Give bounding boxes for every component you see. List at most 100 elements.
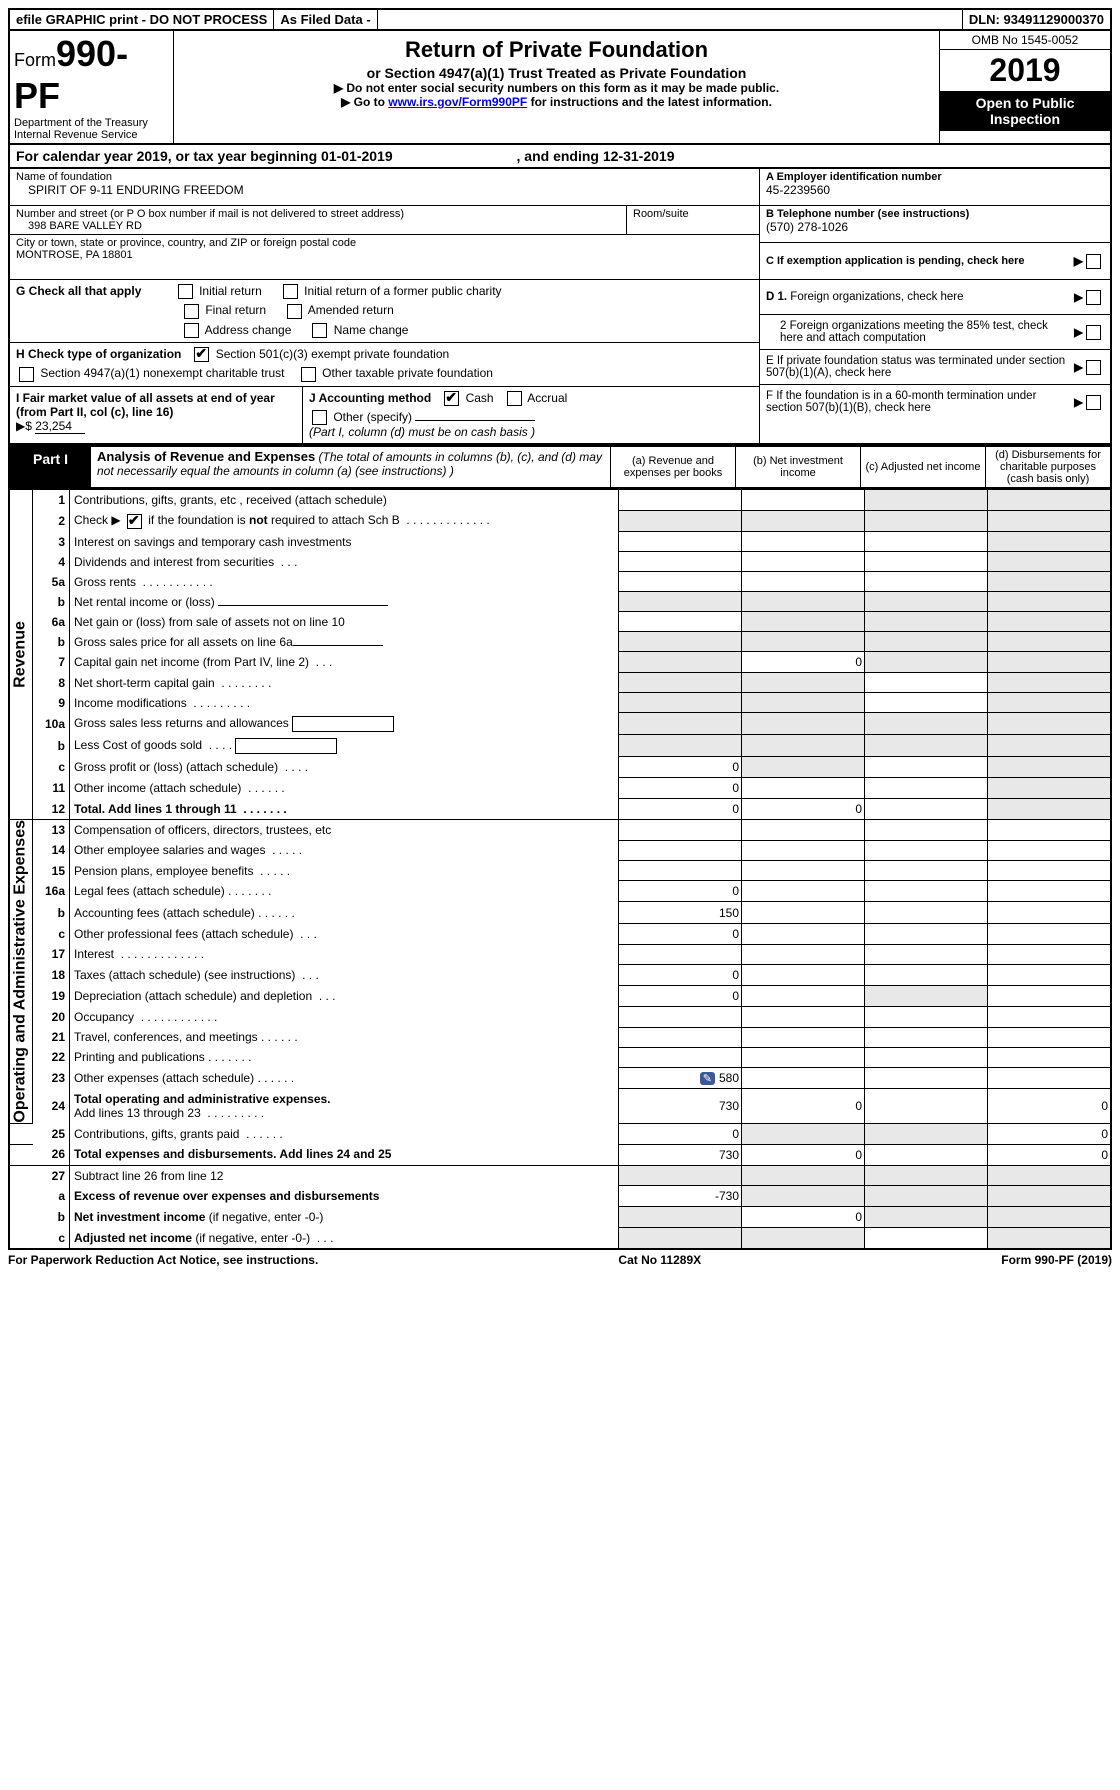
j-label: J Accounting method (309, 391, 431, 405)
cell-val: 730 (619, 1144, 742, 1165)
row-num: 18 (33, 965, 70, 986)
row-num: 5a (33, 572, 70, 592)
table-row: 19Depreciation (attach schedule) and dep… (9, 986, 1111, 1007)
e-checkbox[interactable] (1086, 360, 1101, 375)
e-row: E If private foundation status was termi… (760, 350, 1110, 385)
cal-pre: For calendar year 2019, or tax year begi… (16, 148, 321, 164)
row-num: 27 (33, 1165, 70, 1186)
open-to-public: Open to Public Inspection (940, 91, 1110, 131)
cal-mid: , and ending (517, 148, 603, 164)
j-accrual-checkbox[interactable] (507, 391, 522, 406)
table-row: 8Net short-term capital gain . . . . . .… (9, 673, 1111, 693)
table-row: 17Interest . . . . . . . . . . . . . (9, 944, 1111, 964)
g-initial-former-checkbox[interactable] (283, 284, 298, 299)
room-label: Room/suite (626, 206, 759, 234)
form-title: Return of Private Foundation (180, 37, 933, 63)
c-label: C If exemption application is pending, c… (766, 255, 1074, 267)
row-desc: Taxes (attach schedule) (see instruction… (70, 965, 619, 986)
schb-checkbox[interactable] (127, 514, 142, 529)
form-subtitle: or Section 4947(a)(1) Trust Treated as P… (180, 65, 933, 81)
table-row: bNet investment income (if negative, ent… (9, 1207, 1111, 1228)
cell-val: 150 (619, 902, 742, 923)
footer-mid: Cat No 11289X (618, 1253, 701, 1267)
table-row: Operating and Administrative Expenses 13… (9, 820, 1111, 841)
arrow-icon: ▶ (1074, 290, 1083, 304)
row-desc: Check ▶ if the foundation is not require… (70, 510, 619, 531)
h-o3: Other taxable private foundation (322, 366, 493, 380)
attachment-icon[interactable]: ✎ (700, 1072, 715, 1085)
table-row: 10aGross sales less returns and allowanc… (9, 713, 1111, 735)
g-initial-checkbox[interactable] (178, 284, 193, 299)
form-number: 990-PF (14, 33, 128, 116)
i-cell: I Fair market value of all assets at end… (10, 387, 303, 444)
header-center: Return of Private Foundation or Section … (174, 31, 939, 143)
row-num: b (33, 735, 70, 757)
table-row: 5aGross rents . . . . . . . . . . . (9, 572, 1111, 592)
foundation-name-row: Name of foundation SPIRIT OF 9-11 ENDURI… (10, 169, 759, 206)
e-text: E If private foundation status was termi… (766, 355, 1070, 379)
table-row: 20Occupancy . . . . . . . . . . . . (9, 1007, 1111, 1027)
j-other-checkbox[interactable] (312, 410, 327, 425)
row-num: 24 (33, 1089, 70, 1123)
row-desc: Gross sales less returns and allowances (70, 713, 619, 735)
table-row: 26Total expenses and disbursements. Add … (9, 1144, 1111, 1165)
foundation-right: A Employer identification number 45-2239… (759, 169, 1110, 279)
city: MONTROSE, PA 18801 (16, 249, 753, 261)
cell-val: -730 (619, 1186, 742, 1207)
revenue-side-label: Revenue (9, 490, 33, 820)
table-row: 22Printing and publications . . . . . . … (9, 1047, 1111, 1067)
g-opt-3: Amended return (308, 303, 394, 317)
cell-val: 0 (619, 923, 742, 944)
c-checkbox[interactable] (1086, 254, 1101, 269)
h-501c3-checkbox[interactable] (194, 347, 209, 362)
efile-text: efile GRAPHIC print - DO NOT PROCESS (10, 10, 274, 29)
d1-row: D 1. Foreign organizations, check here ▶ (760, 280, 1110, 315)
row-desc: Printing and publications . . . . . . . (70, 1047, 619, 1067)
g-opt-4: Address change (205, 323, 292, 337)
j-cash-checkbox[interactable] (444, 391, 459, 406)
i-pre: ▶$ (16, 419, 35, 433)
col-d-header: (d) Disbursements for charitable purpose… (985, 447, 1110, 487)
form-word: Form (14, 50, 56, 70)
row-desc: Net investment income (if negative, ente… (70, 1207, 619, 1228)
row-num: 2 (33, 510, 70, 531)
g-amended-checkbox[interactable] (287, 304, 302, 319)
h-4947-checkbox[interactable] (19, 367, 34, 382)
g-final-checkbox[interactable] (184, 304, 199, 319)
foundation-left: Name of foundation SPIRIT OF 9-11 ENDURI… (10, 169, 759, 279)
g-name-checkbox[interactable] (312, 323, 327, 338)
cell-val: 0 (988, 1089, 1112, 1123)
col-c-header: (c) Adjusted net income (860, 447, 985, 487)
row-desc: Total. Add lines 1 through 11 . . . . . … (70, 799, 619, 820)
j-other-line (415, 420, 535, 421)
city-label: City or town, state or province, country… (16, 237, 753, 249)
table-row: 27Subtract line 26 from line 12 (9, 1165, 1111, 1186)
table-row: 11Other income (attach schedule) . . . .… (9, 778, 1111, 799)
f-row: F If the foundation is in a 60-month ter… (760, 385, 1110, 419)
d1-checkbox[interactable] (1086, 290, 1101, 305)
i-label: I Fair market value of all assets at end… (16, 391, 275, 419)
g-opts: Initial return Initial return of a forme… (175, 284, 502, 299)
f-checkbox[interactable] (1086, 395, 1101, 410)
row-desc: Net short-term capital gain . . . . . . … (70, 673, 619, 693)
table-row: 24Total operating and administrative exp… (9, 1089, 1111, 1123)
h-other-checkbox[interactable] (301, 367, 316, 382)
foundation-name: SPIRIT OF 9-11 ENDURING FREEDOM (16, 183, 753, 197)
cell-val: 0 (619, 778, 742, 799)
row-desc: Interest . . . . . . . . . . . . . (70, 944, 619, 964)
cell-val: ✎580 (619, 1068, 742, 1089)
table-row: aExcess of revenue over expenses and dis… (9, 1186, 1111, 1207)
irs-link[interactable]: www.irs.gov/Form990PF (388, 95, 527, 109)
cell-val: 0 (619, 986, 742, 1007)
cell-val: 0 (619, 965, 742, 986)
row-num: 14 (33, 840, 70, 860)
d2-row: 2 Foreign organizations meeting the 85% … (760, 315, 1110, 350)
row-desc: Legal fees (attach schedule) . . . . . .… (70, 881, 619, 902)
row-num: 11 (33, 778, 70, 799)
d2-checkbox[interactable] (1086, 325, 1101, 340)
g-address-checkbox[interactable] (184, 323, 199, 338)
calendar-year-row: For calendar year 2019, or tax year begi… (8, 145, 1112, 169)
table-row: 21Travel, conferences, and meetings . . … (9, 1027, 1111, 1047)
row-desc: Adjusted net income (if negative, enter … (70, 1228, 619, 1249)
row-desc: Total expenses and disbursements. Add li… (70, 1144, 619, 1165)
